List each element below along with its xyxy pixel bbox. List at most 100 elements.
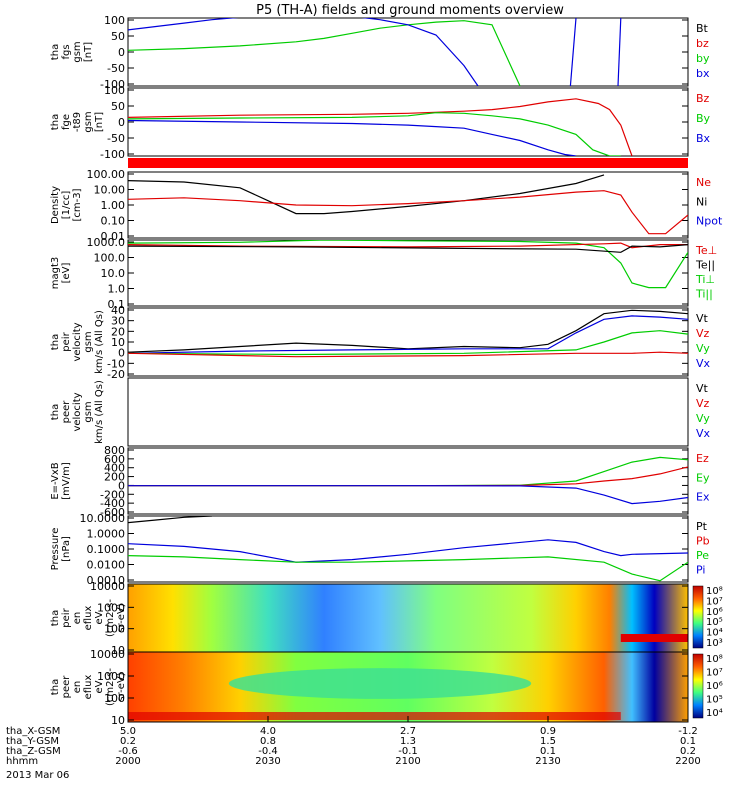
separator-bar bbox=[128, 158, 688, 168]
colorbar-tick-label: 10⁶ bbox=[706, 607, 723, 618]
series-Te|| bbox=[128, 244, 688, 253]
legend-entry: Vt bbox=[696, 312, 709, 325]
legend-entry: Te|| bbox=[695, 259, 715, 272]
legend-entry: Vx bbox=[696, 357, 711, 370]
y-tick-label: -200 bbox=[100, 488, 125, 501]
y-tick-label: 10 bbox=[111, 644, 125, 657]
legend-entry: Ey bbox=[696, 471, 710, 484]
x-tick-label: 4.0 bbox=[260, 726, 276, 737]
x-tick-label: 0.1 bbox=[680, 736, 696, 747]
colorbar-tick-label: 10⁷ bbox=[706, 668, 723, 679]
legend-entry: bx bbox=[696, 67, 710, 80]
y-tick-label: 100 bbox=[104, 623, 125, 636]
x-tick-label: 2.7 bbox=[400, 726, 416, 737]
panel-temp: 1000.0 100.0 10.0 1.0 0.1 magt3[eV] Te⊥ Te||Ti⊥… bbox=[50, 236, 717, 311]
legend-entry: Bx bbox=[696, 132, 711, 145]
y-tick-label: 1.0000 bbox=[87, 528, 126, 541]
x-tick-label: 0.1 bbox=[540, 746, 556, 757]
x-row-label: hhmm bbox=[6, 756, 38, 767]
y-axis-label: Pressure[nPa] bbox=[50, 528, 72, 571]
series-Vx bbox=[128, 315, 688, 354]
spectrogram-low-band bbox=[620, 634, 688, 642]
legend-entry: Ex bbox=[696, 491, 710, 504]
y-tick-label: 0 bbox=[118, 479, 125, 492]
y-tick-label: 40 bbox=[111, 304, 125, 317]
x-tick-label: 1.3 bbox=[400, 736, 416, 747]
x-tick-label: 2000 bbox=[115, 756, 140, 767]
colorbar-tick-label: 10⁴ bbox=[706, 628, 723, 639]
y-axis-label: thafge-t89gsm[nT] bbox=[50, 111, 105, 132]
y-tick-label: 100 bbox=[104, 84, 125, 97]
x-row-label: tha_Y-GSM bbox=[6, 736, 59, 747]
legend-entry: Bt bbox=[696, 22, 709, 35]
series-Ex bbox=[128, 485, 688, 505]
colorbar-tick-label: 10⁸ bbox=[706, 586, 723, 597]
y-tick-label: 100.0 bbox=[94, 252, 126, 265]
legend-entry: Bz bbox=[696, 92, 710, 105]
series-Pt bbox=[128, 516, 213, 524]
x-tick-label: -1.2 bbox=[678, 726, 698, 737]
y-axis-label: thapeirenefluxeV(cm2-s-sr-eV) bbox=[50, 599, 127, 637]
y-axis-label: Density[1/cc][cm-3] bbox=[50, 186, 83, 224]
x-tick-label: 5.0 bbox=[120, 726, 136, 737]
legend-entry: Te⊥ bbox=[695, 244, 717, 257]
y-tick-label: 0.0100 bbox=[87, 559, 126, 572]
y-tick-label: 0 bbox=[118, 46, 125, 59]
y-tick-label: 10 bbox=[111, 336, 125, 349]
colorbar-tick-label: 10⁴ bbox=[706, 708, 723, 719]
y-axis-label: thapeervelocitygsmkm/s (All Qs) bbox=[50, 380, 105, 444]
colorbar-peir_eflux bbox=[692, 585, 704, 649]
series-Ti⊥ bbox=[128, 240, 688, 289]
series-Ez bbox=[128, 466, 688, 487]
x-tick-label: 2130 bbox=[535, 756, 560, 767]
y-tick-label: -100 bbox=[100, 78, 125, 91]
spectrogram-low-band bbox=[128, 712, 621, 720]
y-tick-label: 600 bbox=[104, 453, 125, 466]
y-tick-label: -600 bbox=[100, 506, 125, 519]
y-tick-label: 800 bbox=[104, 444, 125, 457]
y-tick-label: 200 bbox=[104, 471, 125, 484]
series-Pi bbox=[128, 539, 688, 563]
y-tick-label: 10.0000 bbox=[80, 512, 126, 525]
y-tick-label: 0.01 bbox=[101, 230, 126, 243]
x-tick-label: 0.2 bbox=[120, 736, 136, 747]
legend-entry: Pt bbox=[696, 520, 708, 533]
series-by bbox=[128, 20, 521, 86]
panel-frame-fgs bbox=[127, 17, 689, 87]
y-tick-label: 10000 bbox=[90, 580, 125, 593]
y-axis-label: thapeerenefluxeV(cm2-s-sr-eV) bbox=[50, 668, 127, 706]
x-tick-label: 0.2 bbox=[680, 746, 696, 757]
y-axis-label: magt3[eV] bbox=[50, 257, 72, 290]
y-tick-label: 0.0010 bbox=[87, 574, 126, 587]
x-tick-label: 2200 bbox=[675, 756, 700, 767]
colorbar-tick-label: 10³ bbox=[706, 638, 723, 649]
legend-entry: Ne bbox=[696, 176, 711, 189]
legend-entry: Ti|| bbox=[695, 288, 713, 301]
series-Vz bbox=[128, 351, 688, 358]
x-tick-label: -0.6 bbox=[118, 746, 138, 757]
y-axis-label: thafgsgsm[nT] bbox=[50, 41, 94, 62]
x-row-label: tha_X-GSM bbox=[6, 726, 60, 737]
x-tick-label: 2030 bbox=[255, 756, 280, 767]
colorbar-tick-label: 10⁵ bbox=[706, 695, 723, 706]
legend-entry: Vz bbox=[696, 327, 710, 340]
legend-entry: Npot bbox=[696, 215, 723, 228]
y-tick-label: -100 bbox=[100, 148, 125, 161]
panel-fge: 100 50 0 -50 -100 thafge-t89gsm[nT] Bz By Bx bbox=[50, 84, 711, 161]
series-Bz bbox=[128, 98, 633, 156]
legend-entry: Vy bbox=[696, 412, 710, 425]
y-tick-label: 20 bbox=[111, 325, 125, 338]
chart-title: P5 (TH-A) fields and ground moments over… bbox=[256, 3, 564, 18]
series-By bbox=[128, 112, 621, 156]
colorbar-tick-label: 10⁵ bbox=[706, 617, 723, 628]
y-tick-label: -10 bbox=[107, 357, 125, 370]
y-tick-label: 0.1 bbox=[108, 298, 126, 311]
x-row-label: tha_Z-GSM bbox=[6, 746, 61, 757]
series-Vt bbox=[128, 309, 688, 353]
series-bx bbox=[617, 18, 622, 86]
series-bx bbox=[128, 18, 479, 86]
y-tick-label: 10000 bbox=[90, 648, 125, 661]
